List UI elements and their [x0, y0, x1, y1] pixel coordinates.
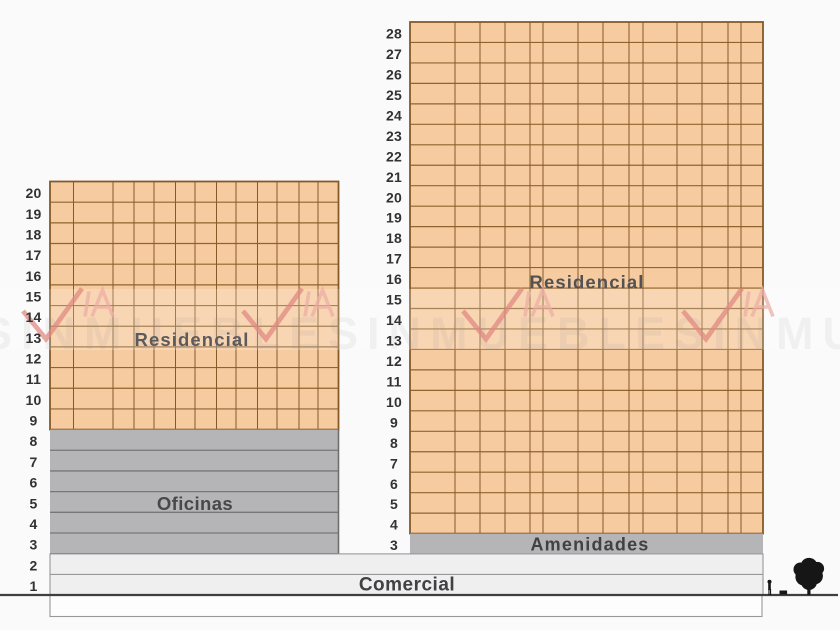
- svg-text:19: 19: [386, 210, 402, 226]
- svg-text:SINMUEBLESINMUEBLESINMUEBLESIN: SINMUEBLESINMUEBLESINMUEBLESINM: [0, 308, 840, 359]
- svg-text:16: 16: [386, 271, 402, 287]
- svg-text:9: 9: [390, 414, 398, 430]
- svg-text:4: 4: [390, 517, 398, 533]
- svg-text:5: 5: [390, 496, 398, 512]
- svg-text:10: 10: [26, 392, 42, 408]
- svg-text:Residencial: Residencial: [135, 329, 250, 350]
- svg-text:Amenidades: Amenidades: [530, 534, 649, 554]
- svg-text:21: 21: [386, 169, 402, 185]
- svg-text:9: 9: [30, 413, 38, 429]
- svg-text:14: 14: [386, 312, 402, 328]
- svg-text:25: 25: [386, 87, 402, 103]
- svg-text:Oficinas: Oficinas: [157, 493, 233, 514]
- svg-text:11: 11: [386, 373, 401, 389]
- svg-text:17: 17: [26, 247, 42, 263]
- svg-text:13: 13: [386, 333, 402, 349]
- svg-text:20: 20: [26, 185, 42, 201]
- svg-text:23: 23: [386, 128, 402, 144]
- svg-text:12: 12: [386, 353, 402, 369]
- svg-text:5: 5: [30, 495, 38, 511]
- svg-text:8: 8: [390, 435, 398, 451]
- svg-text:27: 27: [386, 46, 402, 62]
- svg-text:2: 2: [30, 557, 38, 573]
- svg-text:Residencial: Residencial: [530, 272, 645, 293]
- svg-text:8: 8: [30, 433, 38, 449]
- svg-text:15: 15: [26, 289, 42, 305]
- svg-text:10: 10: [386, 394, 402, 410]
- svg-text:20: 20: [386, 189, 402, 205]
- svg-text:6: 6: [390, 476, 398, 492]
- svg-text:3: 3: [30, 537, 38, 553]
- svg-text:14: 14: [26, 309, 42, 325]
- svg-text:4: 4: [30, 516, 38, 532]
- svg-text:11: 11: [26, 371, 41, 387]
- svg-text:15: 15: [386, 292, 402, 308]
- svg-text:17: 17: [386, 251, 402, 267]
- svg-text:12: 12: [26, 351, 42, 367]
- svg-text:26: 26: [386, 66, 402, 82]
- svg-text:24: 24: [386, 107, 402, 123]
- svg-text:18: 18: [26, 226, 42, 242]
- svg-text:28: 28: [386, 26, 402, 42]
- svg-text:18: 18: [386, 230, 402, 246]
- svg-text:19: 19: [26, 206, 42, 222]
- svg-text:22: 22: [386, 148, 402, 164]
- svg-text:Comercial: Comercial: [359, 575, 455, 596]
- svg-text:3: 3: [390, 537, 398, 553]
- svg-text:6: 6: [30, 475, 38, 491]
- svg-text:1: 1: [30, 578, 38, 594]
- svg-text:13: 13: [26, 330, 42, 346]
- svg-text:7: 7: [30, 454, 38, 470]
- svg-text:7: 7: [390, 455, 398, 471]
- svg-text:16: 16: [26, 268, 42, 284]
